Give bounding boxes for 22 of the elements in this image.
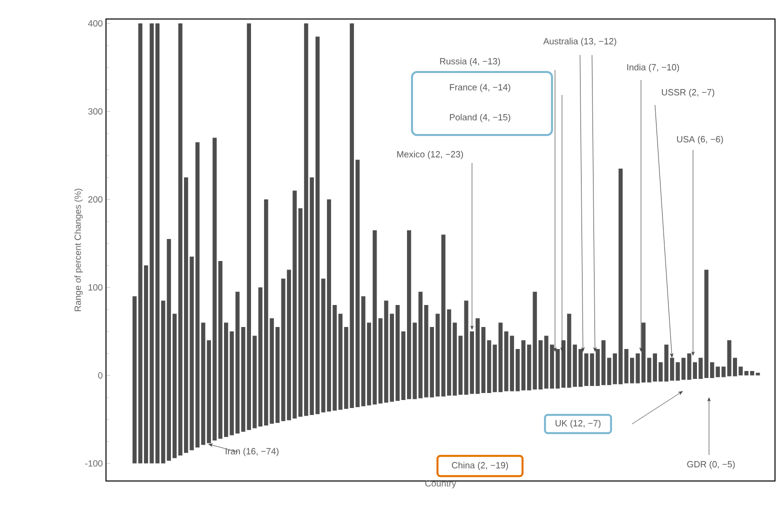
y-tick-label: 0 — [98, 372, 102, 379]
annotation: China (2, −19) — [452, 462, 508, 470]
y-tick-label: -100 — [85, 460, 102, 467]
annotation: UK (12, −7) — [556, 420, 600, 428]
annotation: USSR (2, −7) — [662, 88, 714, 98]
annotation: USA (6, −6) — [677, 136, 723, 144]
y-tick-label: 300 — [88, 108, 102, 115]
annotation: India (7, −10) — [627, 64, 679, 72]
annotation: Poland (4, −15) — [450, 114, 510, 122]
y-tick-label: 100 — [88, 284, 102, 291]
annotation: Iran (16, −74) — [226, 448, 278, 456]
bar — [132, 296, 137, 464]
x-axis-title: Country — [425, 480, 456, 488]
bar — [756, 372, 760, 376]
annotation: Australia (13, −12) — [543, 38, 616, 46]
y-tick-label: 200 — [88, 196, 102, 203]
annotation: Mexico (12, −23) — [397, 150, 463, 160]
annotation: France (4, −14) — [450, 84, 510, 92]
annotation: GDR (0, −5) — [687, 460, 735, 470]
annotation: Russia (4, −13) — [440, 58, 500, 66]
y-tick-label: 400 — [88, 20, 102, 27]
y-axis-title: Range of percent Changes (%) — [74, 188, 83, 312]
